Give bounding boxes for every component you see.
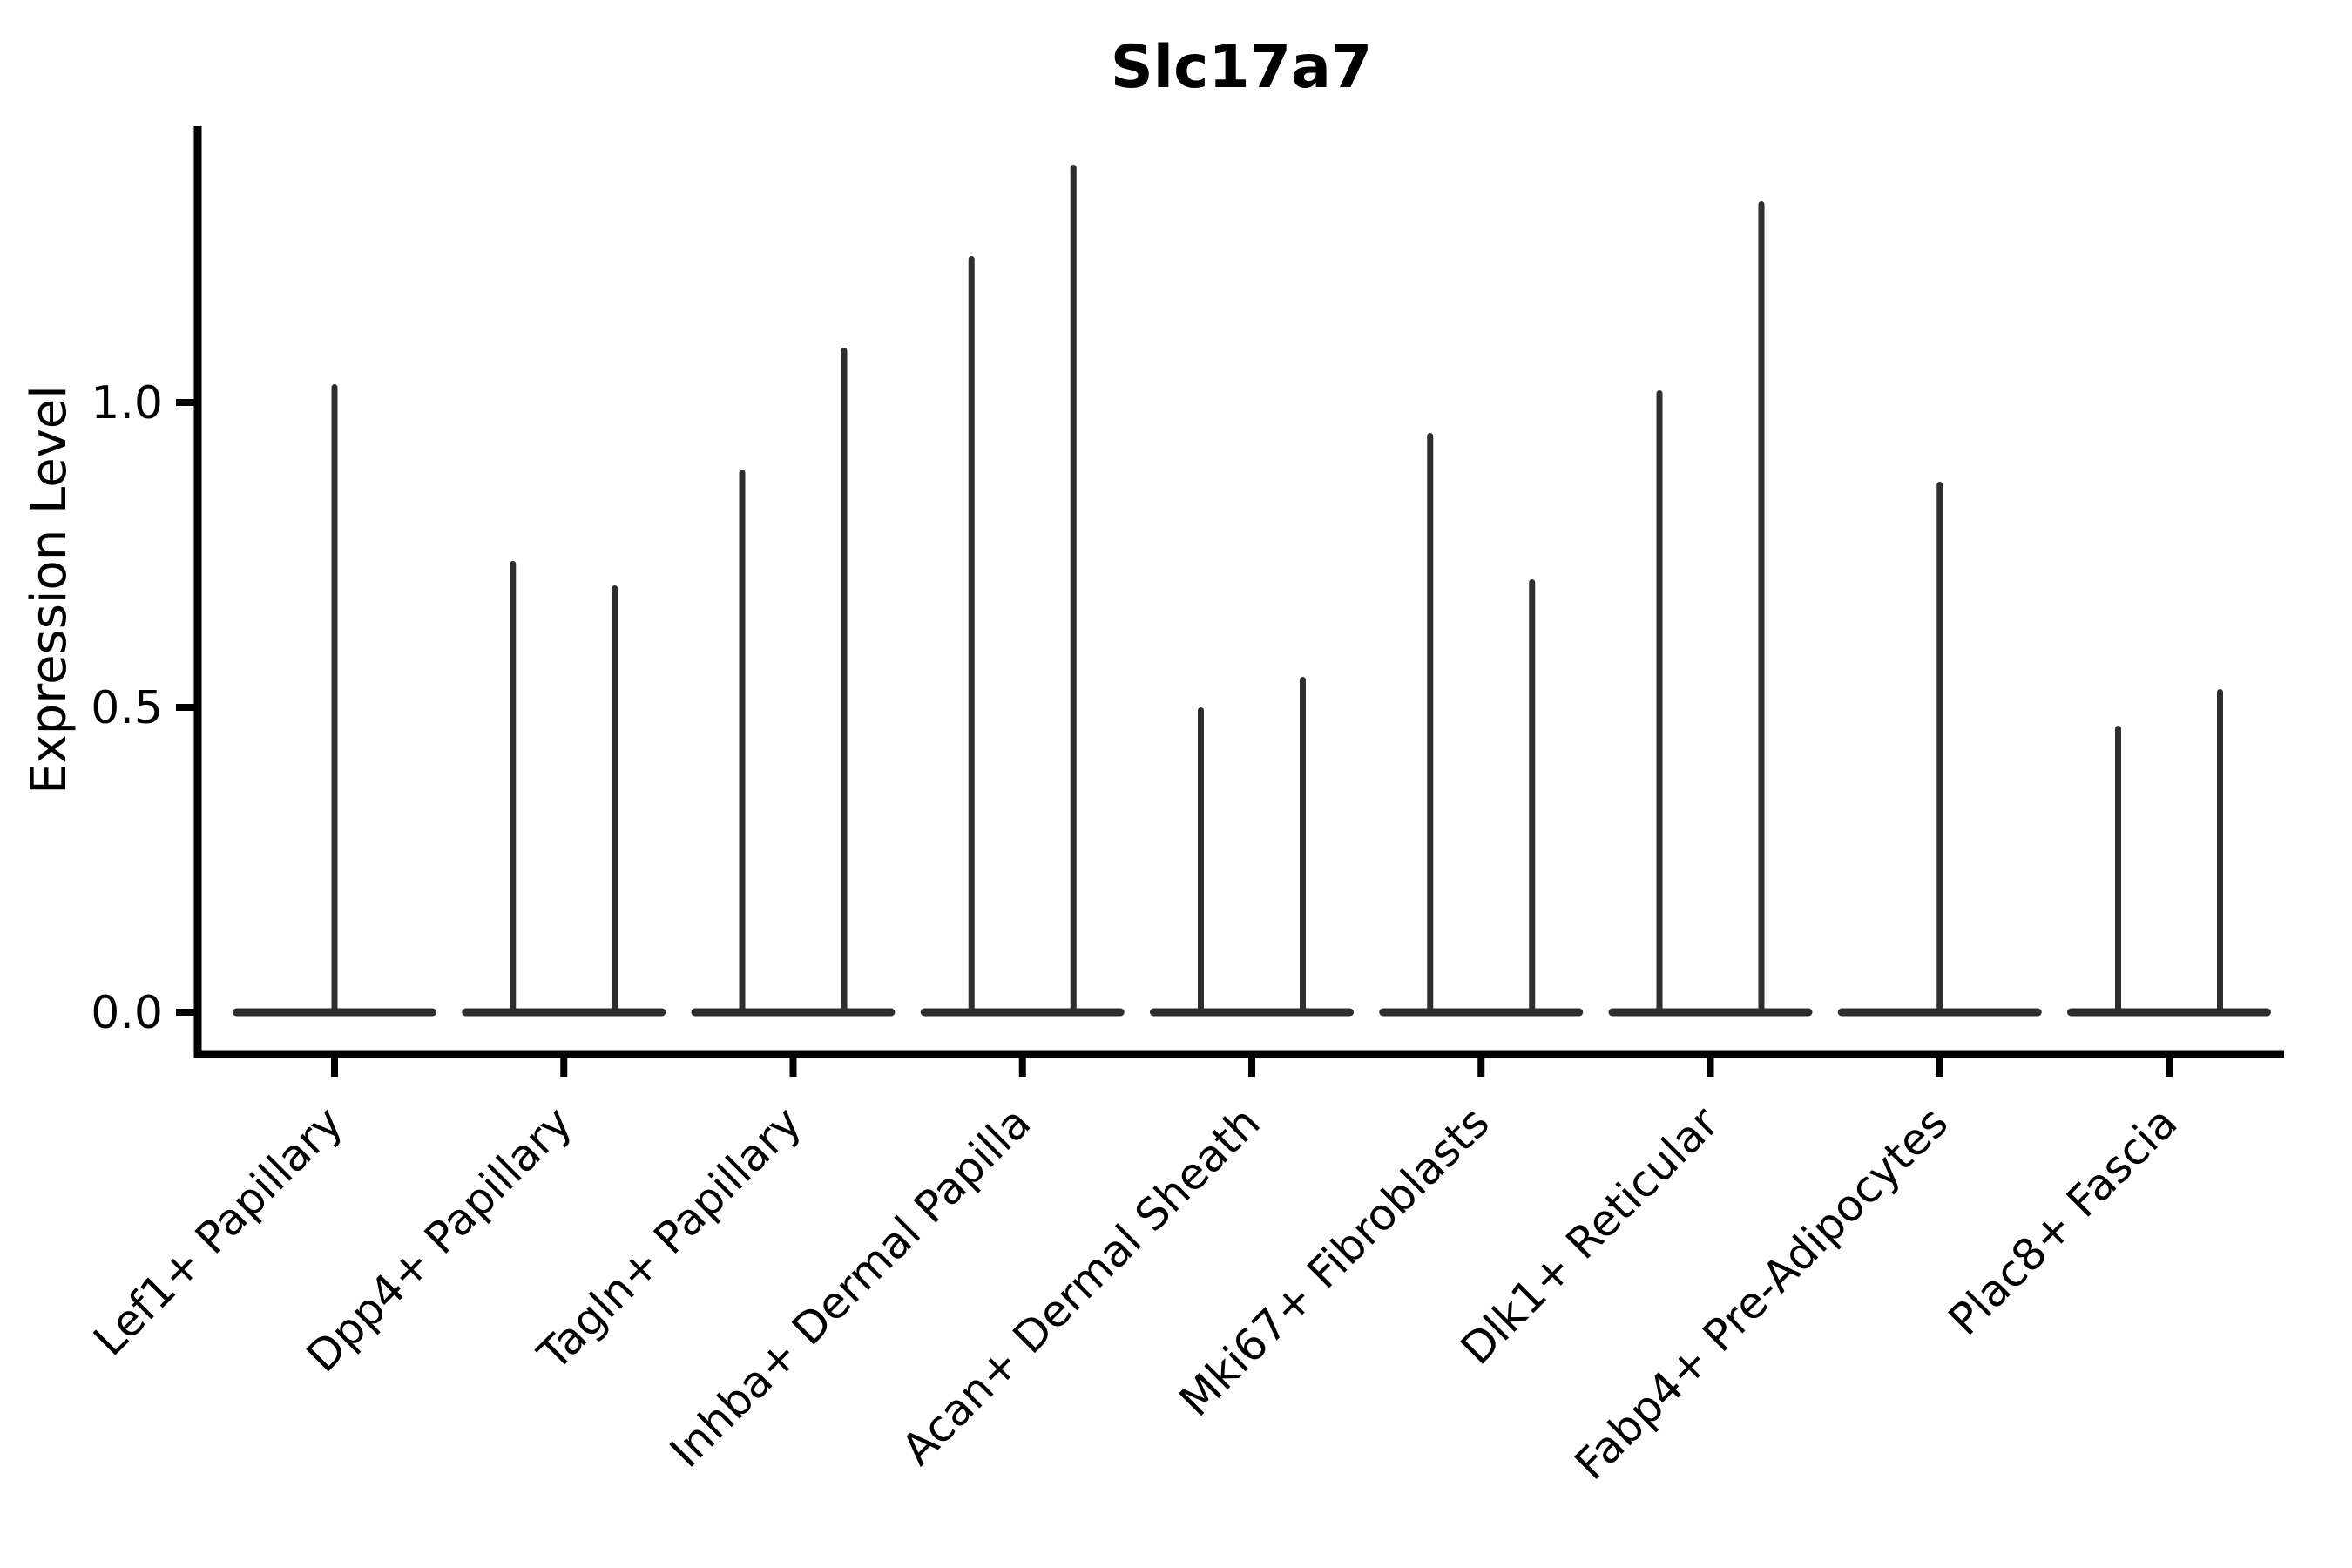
x-tick-label: Lef1+ Papillary xyxy=(84,1097,352,1365)
violin-base xyxy=(1150,1008,1354,1017)
violin xyxy=(1608,201,1813,1017)
violin-spike xyxy=(331,384,338,1017)
violin-spike xyxy=(1529,579,1536,1017)
x-tick-label: Fabp4+ Pre-Adipocytes xyxy=(1565,1097,1958,1490)
violin-spike xyxy=(841,348,848,1017)
violin-spike xyxy=(612,585,618,1017)
axes xyxy=(176,126,2284,1077)
y-axis-label: Expression Level xyxy=(21,385,78,794)
violins-group xyxy=(233,165,2271,1017)
violin-spike xyxy=(1300,677,1306,1017)
violin xyxy=(1379,433,1584,1017)
violin xyxy=(233,384,436,1017)
violin xyxy=(1150,677,1354,1017)
violin-base xyxy=(920,1008,1125,1017)
violin-spike xyxy=(2217,689,2223,1017)
violin-spike xyxy=(510,561,517,1017)
y-tick-label: 0.0 xyxy=(91,987,163,1039)
violin-base xyxy=(691,1008,896,1017)
violin xyxy=(691,348,896,1017)
violin-spike xyxy=(968,256,975,1017)
violin xyxy=(1837,482,2042,1017)
y-tick-label: 1.0 xyxy=(91,377,163,429)
violin-base xyxy=(1608,1008,1813,1017)
violin xyxy=(2067,689,2271,1017)
violin-spike xyxy=(1936,482,1943,1017)
violin-base xyxy=(462,1008,666,1017)
violin-spike xyxy=(2115,726,2121,1017)
violin-spike xyxy=(1656,390,1663,1017)
violin-spike xyxy=(1198,707,1204,1017)
violin-spike xyxy=(1427,433,1434,1017)
chart-title: Slc17a7 xyxy=(1111,33,1372,102)
violin-base xyxy=(1379,1008,1584,1017)
violin xyxy=(462,561,666,1017)
violin xyxy=(920,165,1125,1017)
x-tick-label: Plac8+ Fascia xyxy=(1939,1097,2187,1345)
violin-spike xyxy=(739,470,746,1017)
violin-base xyxy=(2067,1008,2271,1017)
violin-spike xyxy=(1070,165,1077,1017)
y-tick-label: 0.5 xyxy=(91,682,163,734)
violin-spike xyxy=(1758,201,1765,1017)
y-tick-labels: 0.0 0.5 1.0 xyxy=(91,377,163,1039)
